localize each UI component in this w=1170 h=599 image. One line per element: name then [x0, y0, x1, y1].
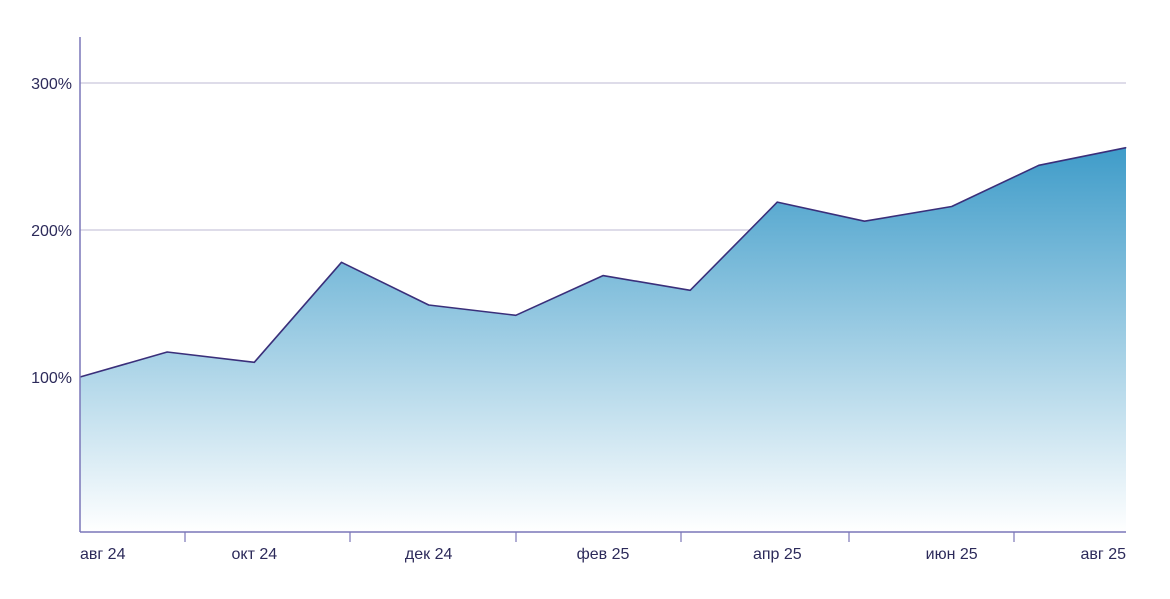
x-tick-label: окт 24	[232, 546, 278, 563]
y-tick-label: 300%	[31, 76, 72, 93]
tick-labels: 100% 200% 300% авг 24 окт 24 дек 24 фев 25 апр …	[31, 76, 1126, 563]
data-point	[341, 261, 342, 263]
x-tick-label: фев 25	[577, 546, 630, 563]
data-point	[166, 351, 168, 353]
data-point	[776, 201, 778, 203]
x-tick-label: июн 25	[926, 546, 978, 563]
data-point	[253, 361, 255, 363]
data-point	[515, 314, 517, 316]
x-tick-label: дек 24	[405, 546, 453, 563]
x-tick-label: авг 24	[80, 546, 126, 563]
data-point	[602, 275, 604, 277]
x-tick-label: авг 25	[1081, 546, 1127, 563]
data-point	[428, 304, 430, 306]
data-point	[864, 220, 865, 222]
plot-area	[79, 146, 1127, 532]
data-point	[1125, 147, 1127, 149]
data-point	[689, 289, 691, 291]
area-fill	[80, 147, 1126, 532]
axes	[79, 37, 1126, 542]
y-tick-label: 200%	[31, 223, 72, 240]
data-point	[1038, 164, 1040, 166]
data-point	[951, 206, 953, 207]
y-tick-label: 100%	[31, 370, 72, 387]
x-tick-label: апр 25	[753, 546, 802, 563]
